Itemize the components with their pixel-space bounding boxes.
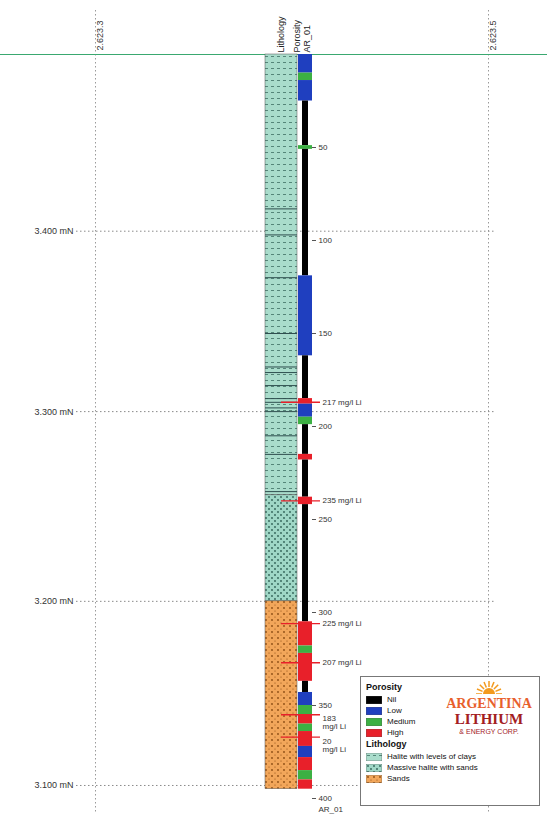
html-text:Porosity: Porosity — [366, 682, 402, 692]
svg-text:250: 250 — [319, 515, 333, 524]
svg-text:207 mg/l Li: 207 mg/l Li — [323, 658, 362, 667]
svg-text:200: 200 — [319, 422, 333, 431]
svg-text:20mg/l Li: 20mg/l Li — [323, 737, 347, 754]
html-text:Lithology: Lithology — [366, 739, 407, 749]
svg-text:50: 50 — [319, 143, 328, 152]
svg-text:3.200 mN: 3.200 mN — [34, 596, 73, 606]
html-text:Halite with levels of clays: Halite with levels of clays — [387, 752, 476, 761]
svg-text:400: 400 — [319, 794, 333, 803]
svg-text:217 mg/l Li: 217 mg/l Li — [323, 398, 362, 407]
svg-text:2.623.3: 2.623.3 — [95, 20, 105, 50]
html-text:Nil: Nil — [387, 695, 397, 704]
svg-text:150: 150 — [319, 329, 333, 338]
svg-text:183mg/l Li: 183mg/l Li — [323, 714, 347, 731]
svg-text:235 mg/l Li: 235 mg/l Li — [323, 496, 362, 505]
html-text:LITHIUM: LITHIUM — [454, 711, 524, 727]
svg-text:3.300 mN: 3.300 mN — [34, 407, 73, 417]
svg-text:3.400 mN: 3.400 mN — [34, 226, 73, 236]
html-text:ARGENTINA: ARGENTINA — [446, 696, 532, 711]
html-text:High: High — [387, 728, 404, 737]
html-text:Low: Low — [387, 706, 402, 715]
svg-text:225 mg/l Li: 225 mg/l Li — [323, 619, 362, 628]
svg-text:Lithology: Lithology — [276, 16, 286, 53]
html-text:Medium: Medium — [387, 717, 416, 726]
svg-text:300: 300 — [319, 608, 333, 617]
svg-text:AR_01: AR_01 — [302, 25, 312, 53]
svg-text:2.623.5: 2.623.5 — [488, 20, 498, 50]
svg-text:AR_01: AR_01 — [319, 805, 344, 814]
svg-text:3.100 mN: 3.100 mN — [34, 780, 73, 790]
html-text:& ENERGY CORP.: & ENERGY CORP. — [459, 728, 519, 735]
svg-text:350: 350 — [319, 701, 333, 710]
html-text:Sands: Sands — [387, 774, 410, 783]
svg-text:Porosity: Porosity — [292, 19, 302, 52]
html-text:Massive halite with sands: Massive halite with sands — [387, 763, 478, 772]
svg-text:100: 100 — [319, 236, 333, 245]
